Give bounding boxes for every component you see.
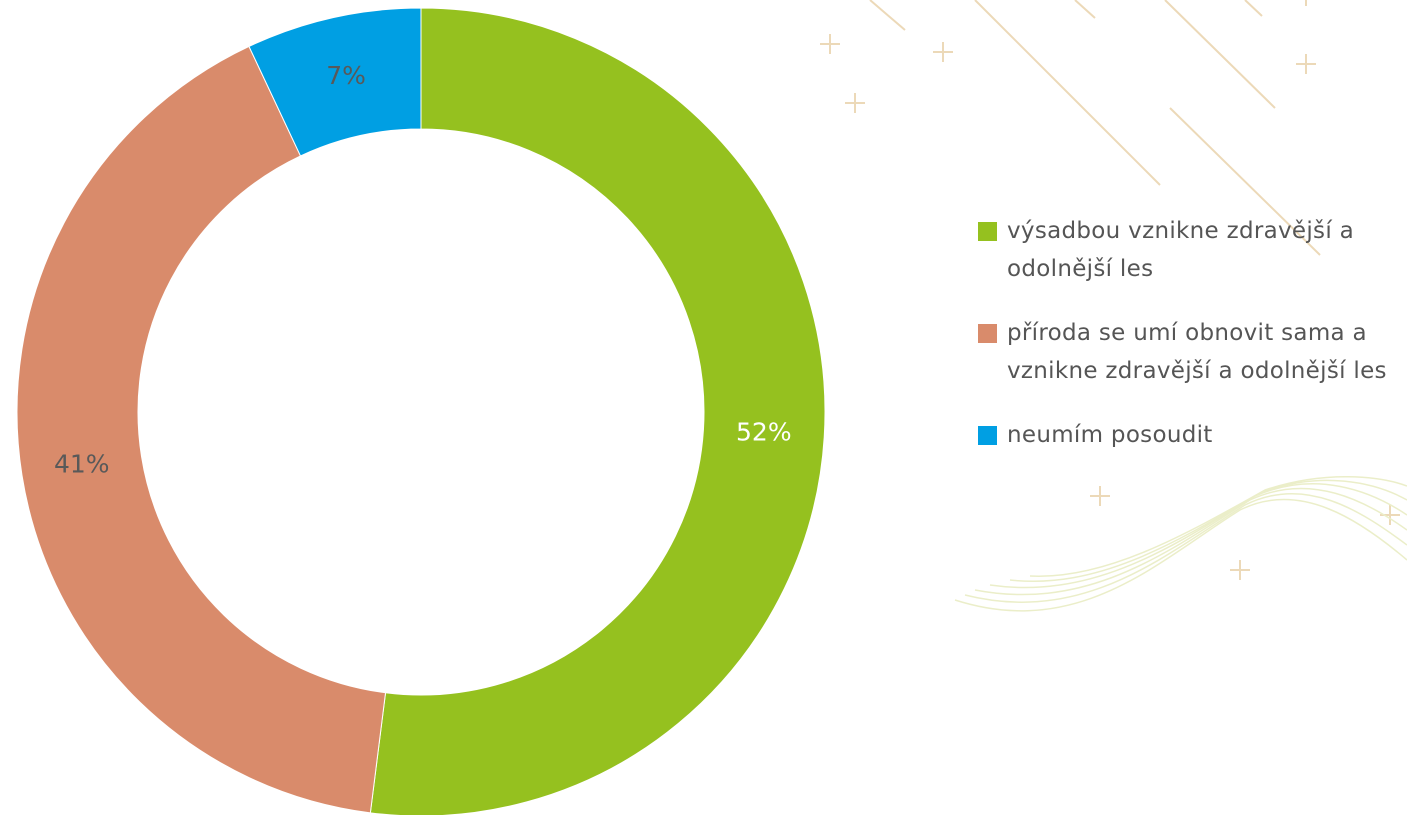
legend-swatch [978, 222, 997, 241]
donut-segment [248, 7, 422, 157]
legend: výsadbou vznikne zdravější a odolnější l… [978, 212, 1398, 480]
legend-swatch [978, 426, 997, 445]
legend-label: neumím posoudit [1007, 422, 1213, 448]
legend-swatch [978, 324, 997, 343]
data-label: 52% [736, 418, 792, 447]
legend-label: příroda se umí obnovit sama a vznikne zd… [1007, 320, 1387, 384]
decoration [820, 0, 1407, 612]
legend-item: příroda se umí obnovit sama a vznikne zd… [978, 314, 1398, 390]
donut-segment [16, 45, 387, 814]
legend-item: výsadbou vznikne zdravější a odolnější l… [978, 212, 1398, 288]
data-label: 41% [54, 450, 110, 479]
legend-label: výsadbou vznikne zdravější a odolnější l… [1007, 218, 1355, 282]
data-label: 7% [326, 61, 366, 90]
donut-segment [369, 7, 826, 815]
legend-item: neumím posoudit [978, 416, 1398, 454]
